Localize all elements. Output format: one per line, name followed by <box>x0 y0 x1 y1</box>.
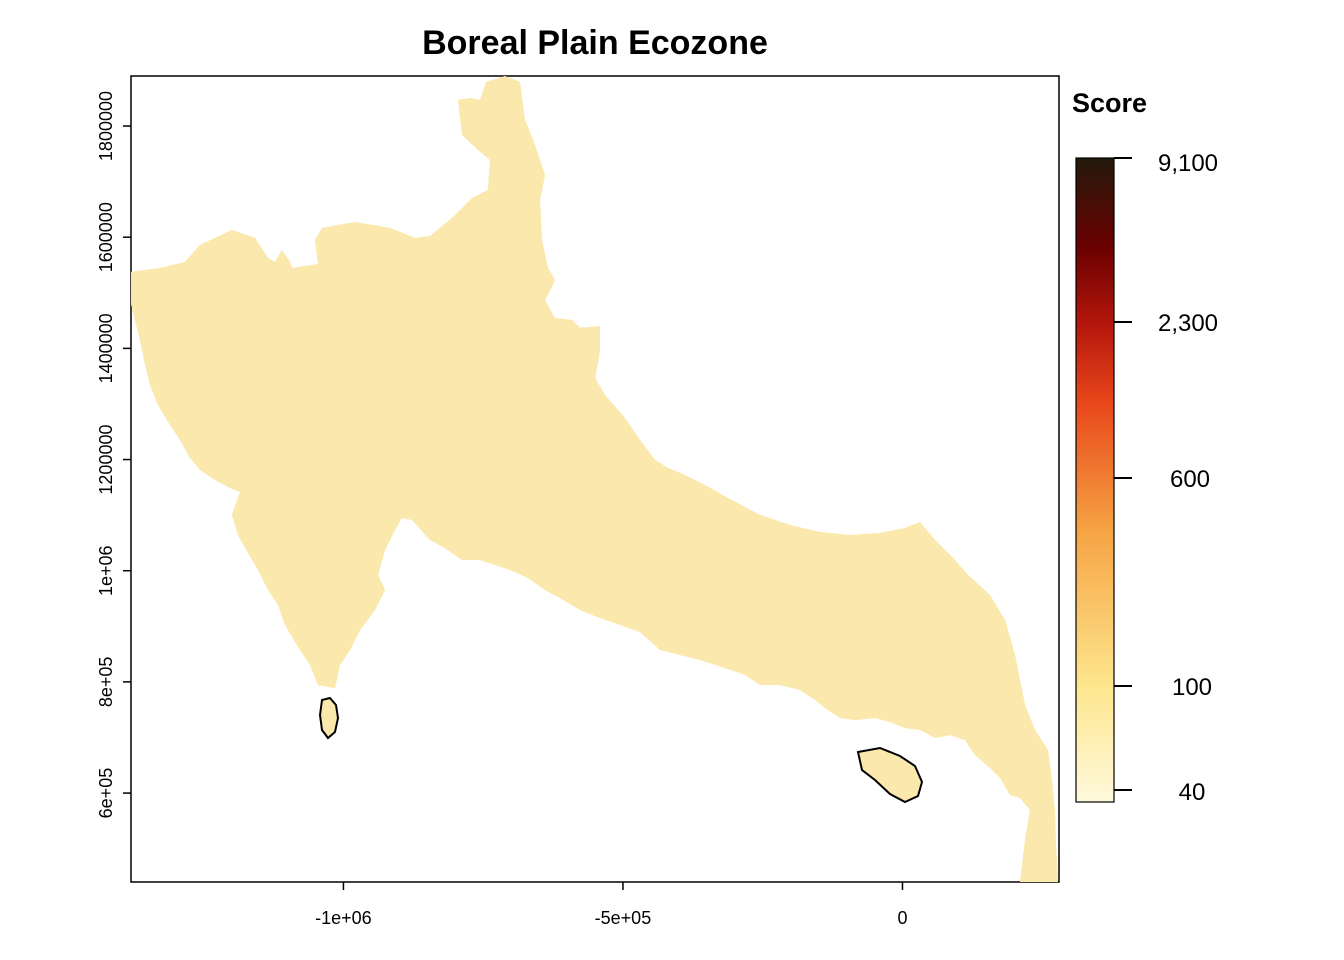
plot-frame <box>130 75 1060 883</box>
y-tick-label: 1400000 <box>96 313 116 383</box>
y-tick-label: 1e+06 <box>96 545 116 596</box>
y-tick-label: 6e+05 <box>96 768 116 819</box>
island-southeast <box>856 746 924 804</box>
legend-label: 100 <box>1172 674 1212 701</box>
legend-ticks <box>1114 157 1132 791</box>
y-tick-label: 1600000 <box>96 202 116 272</box>
y-tick-label: 1800000 <box>96 91 116 161</box>
legend-label: 40 <box>1179 779 1206 806</box>
y-tick-label: 1200000 <box>96 425 116 495</box>
legend-label: 600 <box>1170 466 1210 493</box>
map-title: Boreal Plain Ecozone <box>422 24 768 62</box>
x-tick-label: 0 <box>897 908 907 928</box>
legend-title: Score <box>1072 88 1147 118</box>
x-tick-label: -5e+05 <box>595 908 652 928</box>
y-tick-label: 8e+05 <box>96 657 116 708</box>
ecozone-region <box>131 76 1059 882</box>
ecozone-outline <box>131 76 1059 882</box>
legend-colorbar <box>1075 157 1115 803</box>
x-axis: -1e+06 -5e+05 0 <box>315 882 907 928</box>
y-axis: 6e+05 8e+05 1e+06 1200000 1400000 1600000 1800… <box>96 91 131 818</box>
legend-label: 9,100 <box>1158 150 1218 177</box>
x-tick-label: -1e+06 <box>315 908 372 928</box>
legend-label: 2,300 <box>1158 310 1218 337</box>
island-southwest <box>318 696 340 740</box>
